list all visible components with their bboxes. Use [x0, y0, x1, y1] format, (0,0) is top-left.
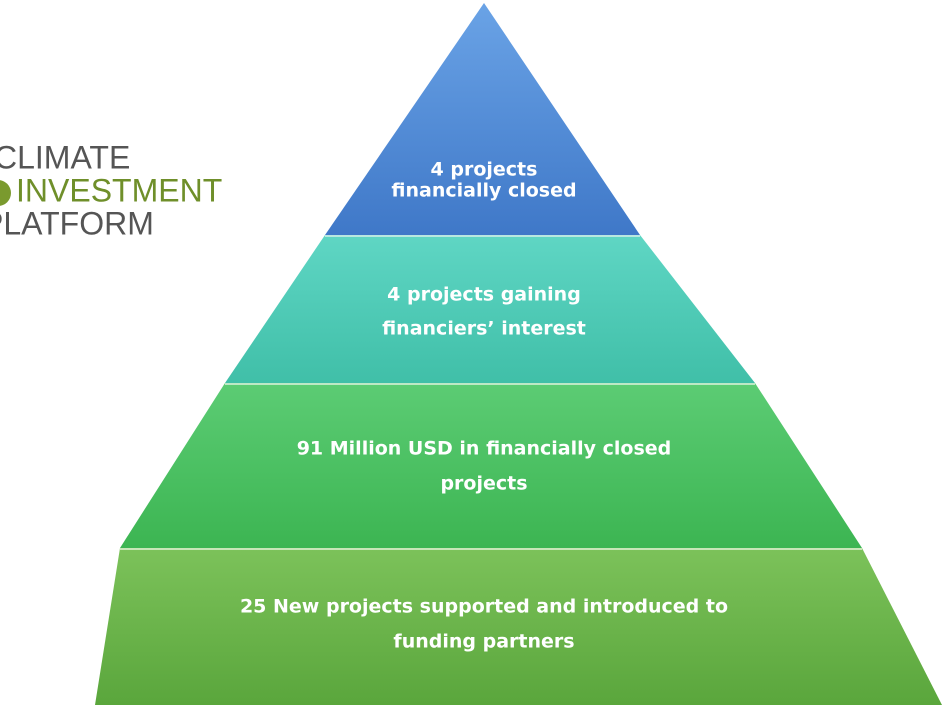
tier-label: financially closed: [391, 180, 576, 202]
tier-label: 4 projects gaining: [387, 284, 581, 306]
tier-label: 4 projects: [431, 159, 538, 181]
tier: [95, 548, 942, 705]
tier-label: financiers’ interest: [382, 318, 586, 340]
logo-line: PLATFORM: [0, 205, 154, 241]
logo-line: CLIMATE: [0, 139, 130, 175]
logo: CLIMATE INVESTMENT PLATFORM: [0, 139, 222, 241]
tier-label: 25 New projects supported and introduced…: [240, 596, 728, 618]
tier-label: funding partners: [393, 631, 574, 653]
tier: [225, 235, 755, 383]
tier: [325, 3, 640, 235]
tier-label: 91 Million USD in financially closed: [297, 438, 672, 460]
logo-line: INVESTMENT: [16, 172, 222, 208]
logo-icon: [0, 180, 11, 206]
tier-label: projects: [440, 473, 527, 495]
tier: [120, 383, 862, 548]
pyramid: [95, 3, 942, 705]
